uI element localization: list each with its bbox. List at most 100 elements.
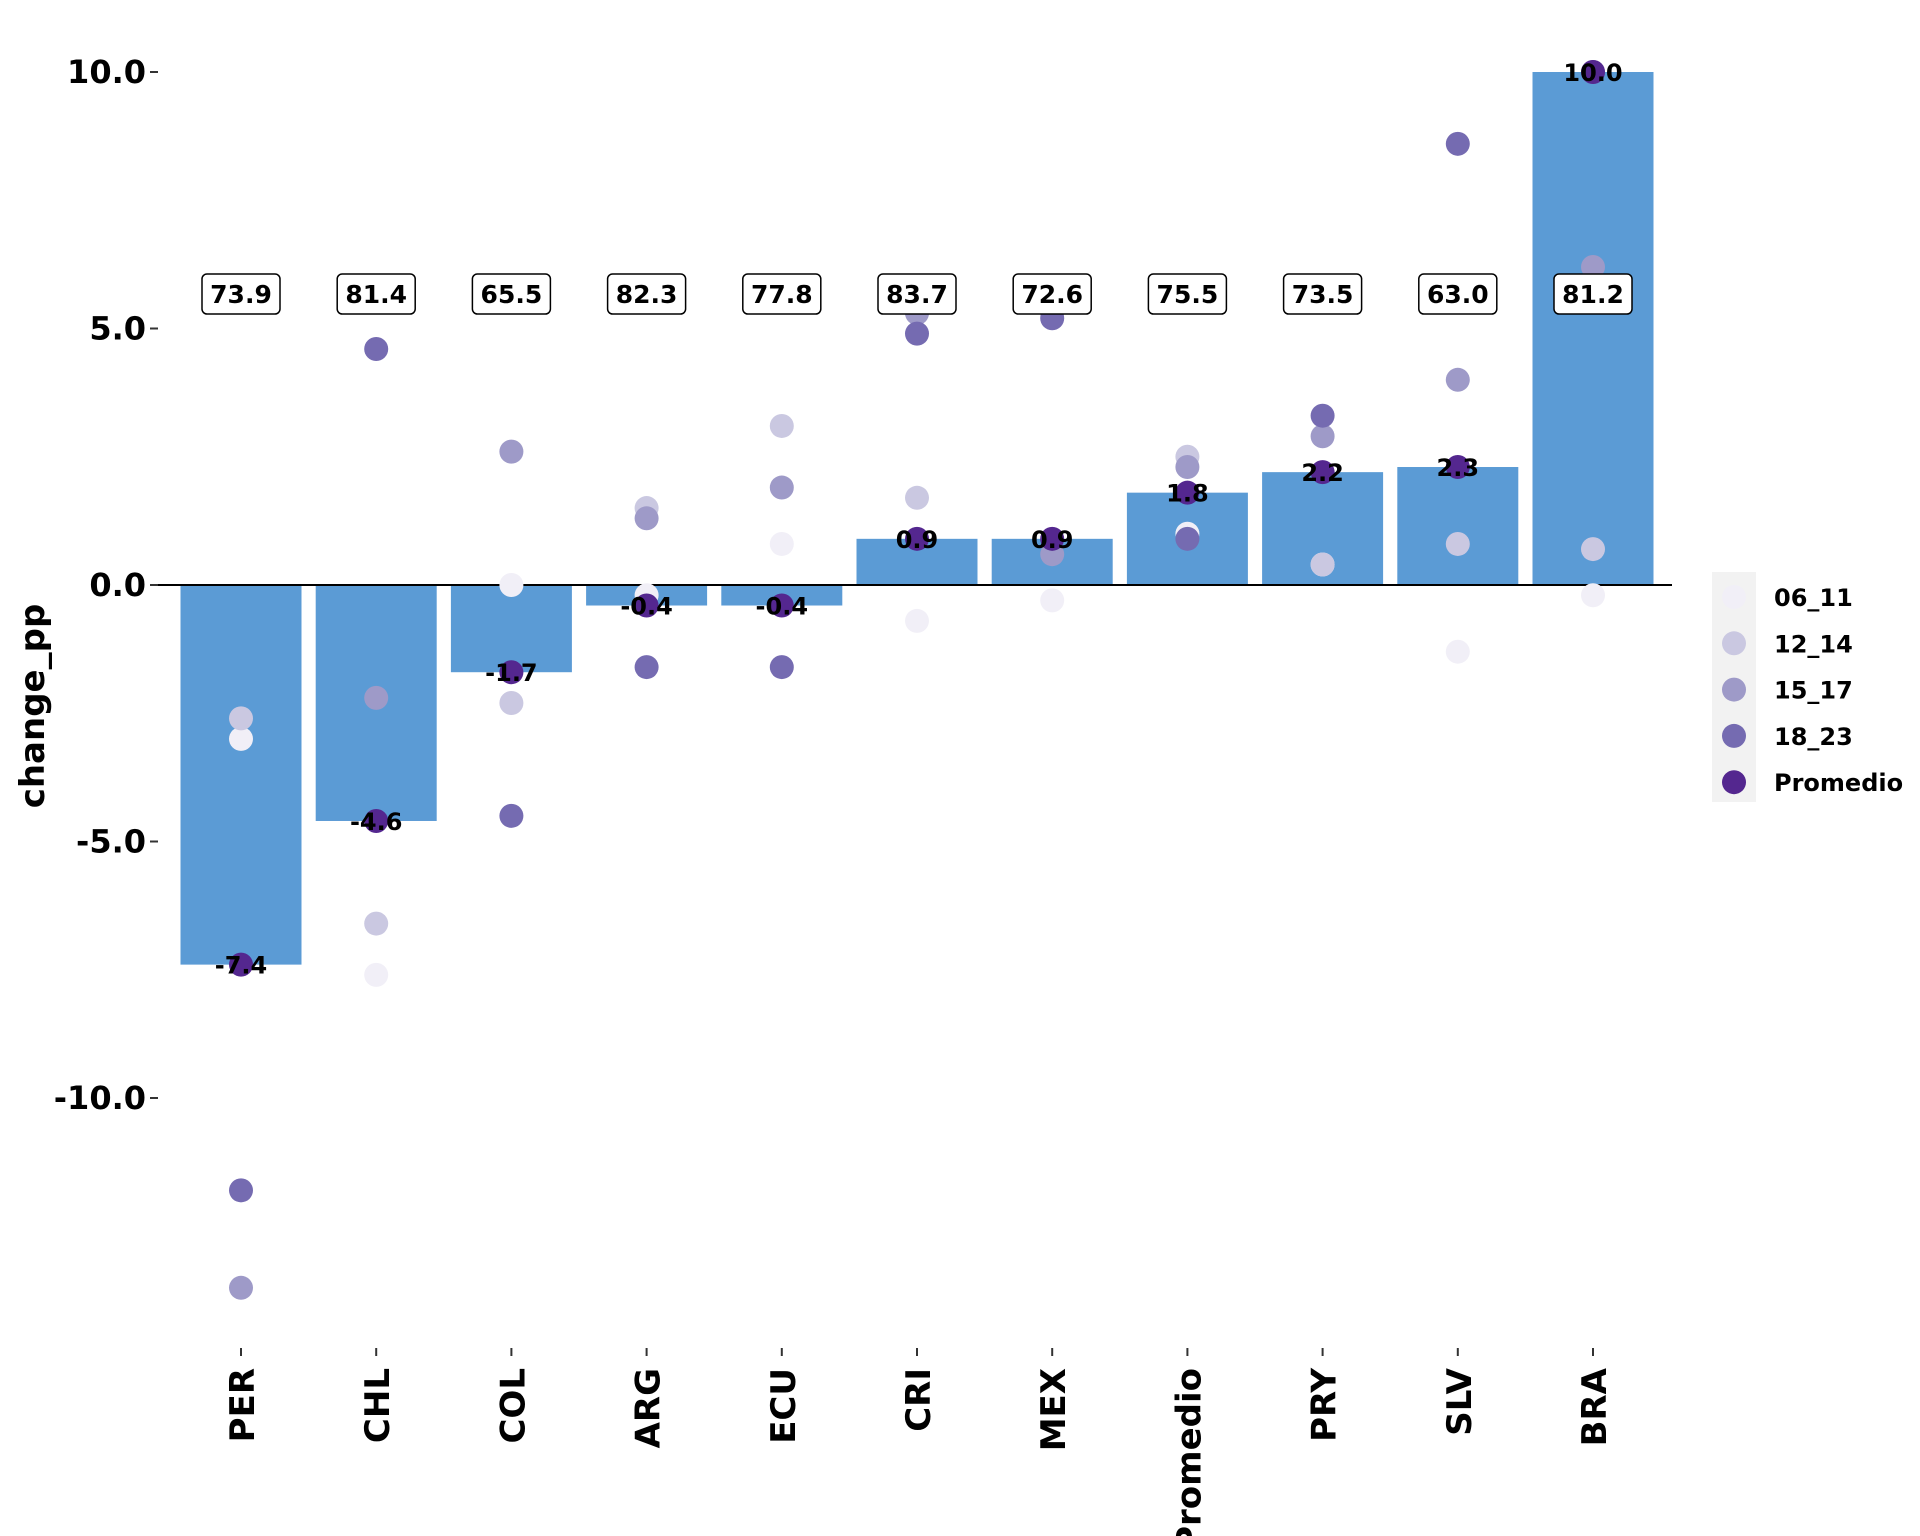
point-18_23-slv	[1445, 131, 1470, 156]
box-label-text: 81.4	[345, 280, 407, 309]
bar-col	[450, 585, 572, 673]
point-15_17-chl	[364, 685, 389, 710]
legend-key-12_14	[1722, 631, 1746, 656]
bar-value-label: 1.8	[1166, 480, 1209, 508]
point-06_11-mex	[1040, 588, 1065, 613]
legend-key-15_17	[1722, 677, 1746, 702]
point-promedio-cri	[905, 526, 929, 551]
point-06_11-bra	[1581, 583, 1605, 608]
legend-label: 12_14	[1774, 630, 1853, 658]
point-12_14-bra	[1581, 537, 1605, 562]
point-18_23-promedio	[1175, 526, 1200, 551]
y-tick-label: -10.0	[54, 1079, 146, 1117]
y-tick-label: 10.0	[67, 53, 146, 91]
point-18_23-pry	[1310, 403, 1335, 428]
x-tick-label: COL	[493, 1368, 533, 1444]
legend-label: 15_17	[1774, 677, 1853, 705]
box-label-text: 75.5	[1157, 280, 1219, 309]
bars-layer	[180, 72, 1654, 965]
legend-label: 06_11	[1774, 584, 1853, 612]
box-label: 63.0	[1418, 273, 1498, 315]
point-promedio-arg	[634, 593, 659, 618]
y-axis: 10.0 5.0 0.0 -5.0 -10.0	[54, 53, 158, 1117]
point-promedio-per	[229, 952, 253, 977]
box-label: 81.2	[1553, 273, 1633, 315]
point-15_17-per	[229, 1275, 253, 1300]
y-axis-title: change_pp	[13, 604, 53, 809]
bar-value-label: -0.4	[620, 593, 672, 621]
point-18_23-col	[499, 803, 524, 828]
x-tick-label: PRY	[1305, 1368, 1345, 1442]
value-labels-layer: -7.4 -4.6 -1.7 -0.4 -0.4 0.9 0.9 1.8 2.2 2.3 10.0	[215, 59, 1623, 980]
box-label-frame	[877, 273, 957, 315]
box-label-frame	[1012, 273, 1092, 315]
box-label: 77.8	[742, 273, 822, 315]
point-12_14-chl	[364, 911, 389, 936]
x-tick-label: BRA	[1575, 1367, 1615, 1446]
point-06_11-per	[229, 726, 253, 751]
y-tick-label: -5.0	[76, 823, 146, 861]
box-label-frame	[1553, 273, 1633, 315]
box-label-text: 63.0	[1427, 280, 1489, 309]
point-15_17-pry	[1310, 424, 1335, 449]
box-label-frame	[1282, 273, 1363, 315]
box-label-frame	[471, 273, 552, 315]
point-15_17-arg	[634, 506, 659, 531]
point-promedio-chl	[364, 808, 389, 833]
box-label-text: 72.6	[1021, 280, 1083, 309]
x-tick-label: PER	[223, 1368, 263, 1442]
legend-label: Promedio	[1774, 769, 1903, 797]
point-promedio-mex	[1040, 526, 1065, 551]
point-12_14-col	[499, 690, 524, 715]
bar-value-label: 0.9	[1031, 526, 1074, 554]
x-tick-label: ARG	[629, 1368, 669, 1448]
bar-value-label: -0.4	[756, 593, 808, 621]
x-tick-label: CRI	[899, 1368, 939, 1432]
box-label-frame	[742, 273, 822, 315]
bar-per	[180, 585, 302, 965]
point-12_14-cri	[905, 485, 929, 510]
point-18_23-per	[229, 1178, 253, 1203]
box-label-text: 77.8	[751, 280, 813, 309]
point-12_14-per	[229, 706, 253, 731]
legend-key-18_23	[1722, 723, 1746, 748]
point-12_14-slv	[1445, 531, 1470, 556]
box-label: 65.5	[471, 273, 552, 315]
point-18_23-chl	[364, 337, 389, 362]
box-label-text: 83.7	[886, 280, 948, 309]
point-12_14-ecu	[769, 413, 794, 438]
box-label-text: 81.2	[1562, 280, 1624, 309]
box-label: 73.5	[1282, 273, 1363, 315]
point-18_23-arg	[634, 655, 659, 680]
point-promedio-promedio	[1175, 480, 1200, 505]
point-15_17-ecu	[769, 475, 794, 500]
bar-value-label: 10.0	[1563, 59, 1622, 87]
point-06_11-cri	[905, 608, 929, 633]
bar-value-label: 2.3	[1437, 454, 1480, 482]
point-06_11-ecu	[769, 531, 794, 556]
point-promedio-col	[499, 660, 524, 685]
x-tick-label: Promedio	[1169, 1368, 1209, 1536]
point-promedio-slv	[1445, 455, 1470, 480]
box-label-frame	[336, 273, 416, 315]
point-12_14-pry	[1310, 552, 1335, 577]
point-15_17-promedio	[1175, 455, 1200, 480]
box-label-text: 73.5	[1292, 280, 1354, 309]
legend: 06_11 12_14 15_17 18_23 Promedio	[1712, 572, 1903, 802]
point-18_23-cri	[905, 321, 929, 346]
box-label-frame	[606, 273, 687, 315]
point-15_17-slv	[1445, 367, 1470, 392]
box-label-text: 65.5	[481, 280, 543, 309]
box-label: 73.9	[201, 273, 281, 315]
box-label: 75.5	[1147, 273, 1228, 315]
box-label-text: 82.3	[616, 280, 678, 309]
box-label-text: 73.9	[210, 280, 272, 309]
y-tick-label: 5.0	[89, 310, 146, 348]
legend-key-promedio	[1722, 770, 1746, 795]
bar-value-label: 2.2	[1301, 459, 1344, 487]
box-label: 81.4	[336, 273, 416, 315]
point-06_11-col	[499, 573, 524, 597]
box-label-frame	[201, 273, 281, 315]
legend-key-06_11	[1722, 585, 1746, 609]
